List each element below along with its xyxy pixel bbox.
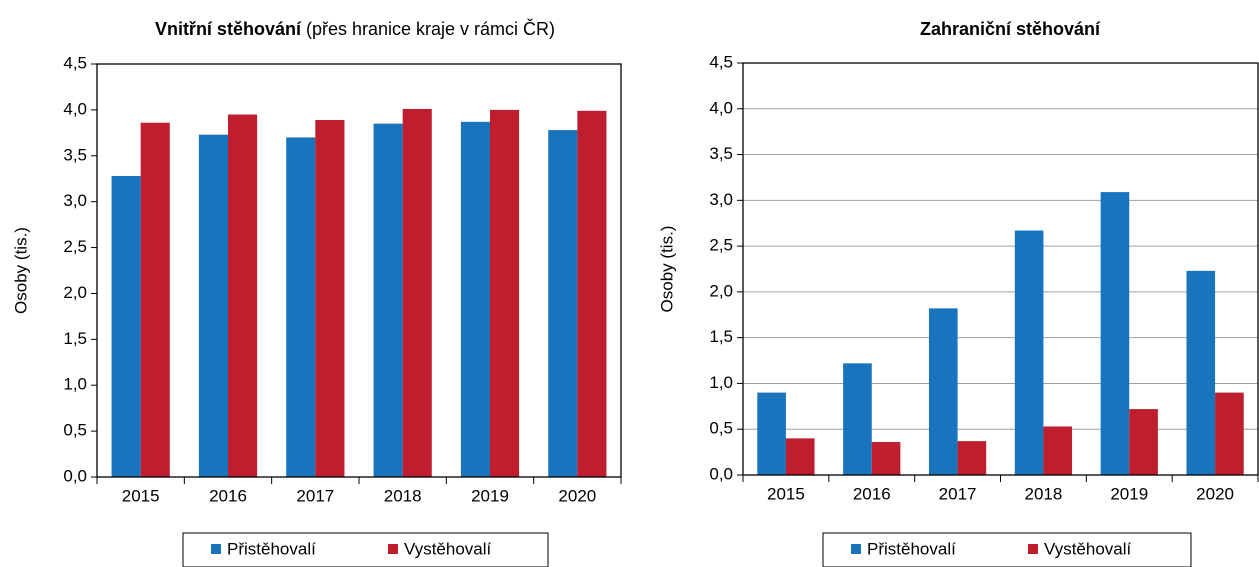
y-axis-label: Osoby (tis.) [657, 226, 676, 313]
legend-marker [211, 544, 221, 554]
y-tick-label: 1,5 [709, 327, 733, 346]
bar [1129, 409, 1158, 475]
bar [198, 134, 228, 477]
y-tick-label: 0,5 [709, 419, 733, 438]
x-tick-label: 2017 [939, 484, 977, 503]
bar [843, 363, 872, 475]
y-tick-label: 2,5 [63, 237, 87, 256]
bar [1215, 392, 1244, 475]
legend-label: Vystěhovalí [1044, 539, 1132, 558]
y-tick-label: 2,0 [63, 283, 87, 302]
bar [548, 130, 578, 477]
bar [1100, 192, 1130, 476]
y-tick-label: 3,5 [63, 145, 87, 164]
bar [1186, 270, 1216, 475]
x-tick-label: 2020 [558, 486, 596, 505]
y-tick-label: 1,0 [63, 375, 87, 394]
x-tick-label: 2017 [296, 486, 334, 505]
chart-title: Zahraniční stěhování [920, 19, 1101, 39]
legend-label: Vystěhovalí [404, 539, 492, 558]
x-tick-label: 2016 [853, 484, 891, 503]
x-tick-label: 2020 [1196, 484, 1234, 503]
x-tick-label: 2019 [1110, 484, 1148, 503]
bar [957, 441, 987, 475]
chart-title: Vnitřní stěhování (přes hranice kraje v … [155, 18, 555, 39]
bar [286, 137, 316, 477]
bar [111, 175, 141, 478]
y-axis-label: Osoby (tis.) [11, 227, 30, 314]
bar [402, 108, 432, 478]
bar [785, 438, 815, 475]
legend-box [182, 532, 549, 567]
bar [1014, 230, 1044, 475]
title-main: Vnitřní stěhování [155, 19, 302, 39]
y-tick-label: 4,5 [709, 52, 733, 71]
x-tick-label: 2015 [122, 486, 160, 505]
title-sub: (přes hranice kraje v rámci ČR) [306, 18, 555, 39]
bar [228, 114, 258, 477]
bar [490, 109, 520, 477]
bar [871, 442, 901, 475]
bar [315, 119, 345, 478]
title-main: Zahraniční stěhování [920, 19, 1101, 39]
y-tick-label: 0,0 [709, 464, 733, 483]
y-tick-label: 3,0 [709, 190, 733, 209]
legend-box [822, 532, 1192, 567]
bar [757, 392, 786, 475]
legend-marker [851, 544, 861, 554]
bar [373, 123, 403, 478]
y-tick-label: 0,5 [63, 421, 87, 440]
x-tick-label: 2019 [471, 486, 509, 505]
plot-frame [96, 63, 622, 478]
bar [140, 122, 170, 477]
y-tick-label: 3,0 [63, 191, 87, 210]
legend-marker [1028, 544, 1038, 554]
bar [1043, 426, 1073, 475]
legend-label: Přistěhovalí [867, 539, 956, 558]
plot-frame [742, 62, 1259, 476]
y-tick-label: 3,5 [709, 144, 733, 163]
bar [577, 110, 607, 477]
y-tick-label: 4,0 [709, 98, 733, 117]
x-tick-label: 2018 [1025, 484, 1063, 503]
y-tick-label: 1,0 [709, 373, 733, 392]
x-tick-label: 2016 [209, 486, 247, 505]
y-tick-label: 2,0 [709, 281, 733, 300]
x-tick-label: 2015 [767, 484, 805, 503]
y-tick-label: 1,5 [63, 329, 87, 348]
legend-marker [388, 544, 398, 554]
y-tick-label: 2,5 [709, 236, 733, 255]
x-tick-label: 2018 [384, 486, 422, 505]
bar [460, 121, 490, 477]
legend-label: Přistěhovalí [227, 539, 316, 558]
bar [928, 308, 958, 475]
y-tick-label: 0,0 [63, 466, 87, 485]
y-tick-label: 4,0 [63, 99, 87, 118]
y-tick-label: 4,5 [63, 53, 87, 72]
